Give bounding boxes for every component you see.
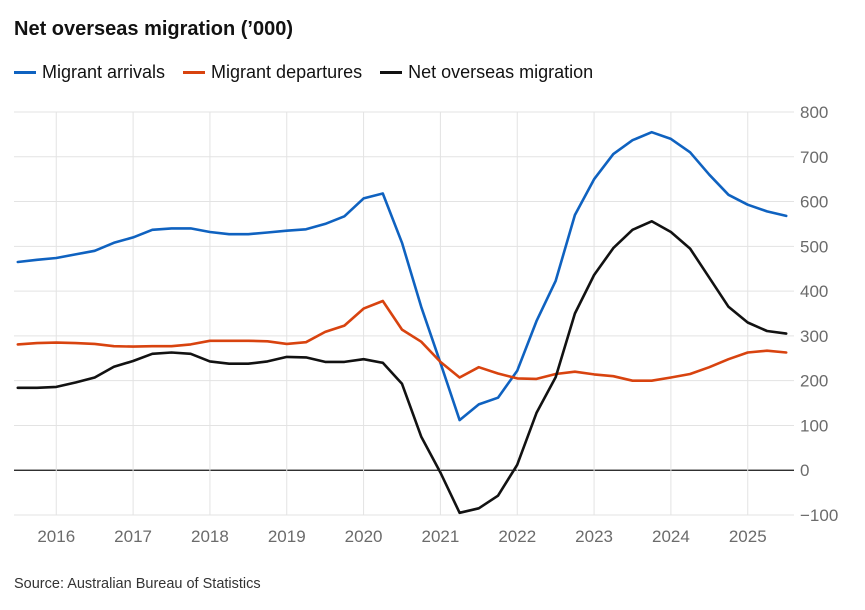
- y-tick-label: 300: [800, 327, 828, 346]
- y-tick-label: 400: [800, 282, 828, 301]
- legend-item-arrivals: Migrant arrivals: [14, 62, 165, 83]
- x-tick-label: 2019: [268, 527, 306, 546]
- legend-label-departures: Migrant departures: [211, 62, 363, 82]
- chart-title: Net overseas migration (’000): [14, 18, 293, 40]
- chart-axis-labels: −100 0 100 200 300 400 500 600 700 800 2016 2017 201…: [37, 103, 838, 546]
- chart-gridlines: [14, 111, 794, 516]
- legend-swatch-net: [380, 71, 403, 74]
- y-tick-label: 600: [800, 193, 828, 212]
- legend-item-departures: Migrant departures: [183, 62, 362, 83]
- legend-label-arrivals: Migrant arrivals: [42, 62, 166, 82]
- series-line-arrivals: [16, 130, 788, 422]
- x-tick-label: 2020: [345, 527, 383, 546]
- y-tick-label: 800: [800, 103, 828, 122]
- x-tick-label: 2023: [575, 527, 613, 546]
- series-line-departures: [16, 299, 788, 382]
- x-tick-label: 2022: [498, 527, 536, 546]
- x-tick-label: 2017: [114, 527, 152, 546]
- x-tick-label: 2016: [37, 527, 75, 546]
- legend-label-net: Net overseas migration: [408, 62, 594, 82]
- y-tick-label: 700: [800, 148, 828, 167]
- x-tick-label: 2018: [191, 527, 229, 546]
- x-tick-label: 2021: [422, 527, 460, 546]
- chart-series-layer: [16, 130, 788, 515]
- x-tick-label: 2025: [729, 527, 767, 546]
- y-tick-label: −100: [800, 506, 838, 525]
- y-tick-label: 500: [800, 237, 828, 256]
- y-tick-label: 0: [800, 461, 809, 480]
- legend-swatch-departures: [183, 71, 206, 74]
- x-tick-label: 2024: [652, 527, 690, 546]
- series-line-net: [16, 220, 788, 515]
- y-tick-label: 200: [800, 372, 828, 391]
- legend-swatch-arrivals: [14, 71, 36, 74]
- chart-source: Source: Australian Bureau of Statistics: [14, 576, 261, 592]
- legend-item-net: Net overseas migration: [380, 62, 593, 83]
- chart-legend: Migrant arrivals Migrant departures Net …: [14, 62, 611, 83]
- y-tick-label: 100: [800, 416, 828, 435]
